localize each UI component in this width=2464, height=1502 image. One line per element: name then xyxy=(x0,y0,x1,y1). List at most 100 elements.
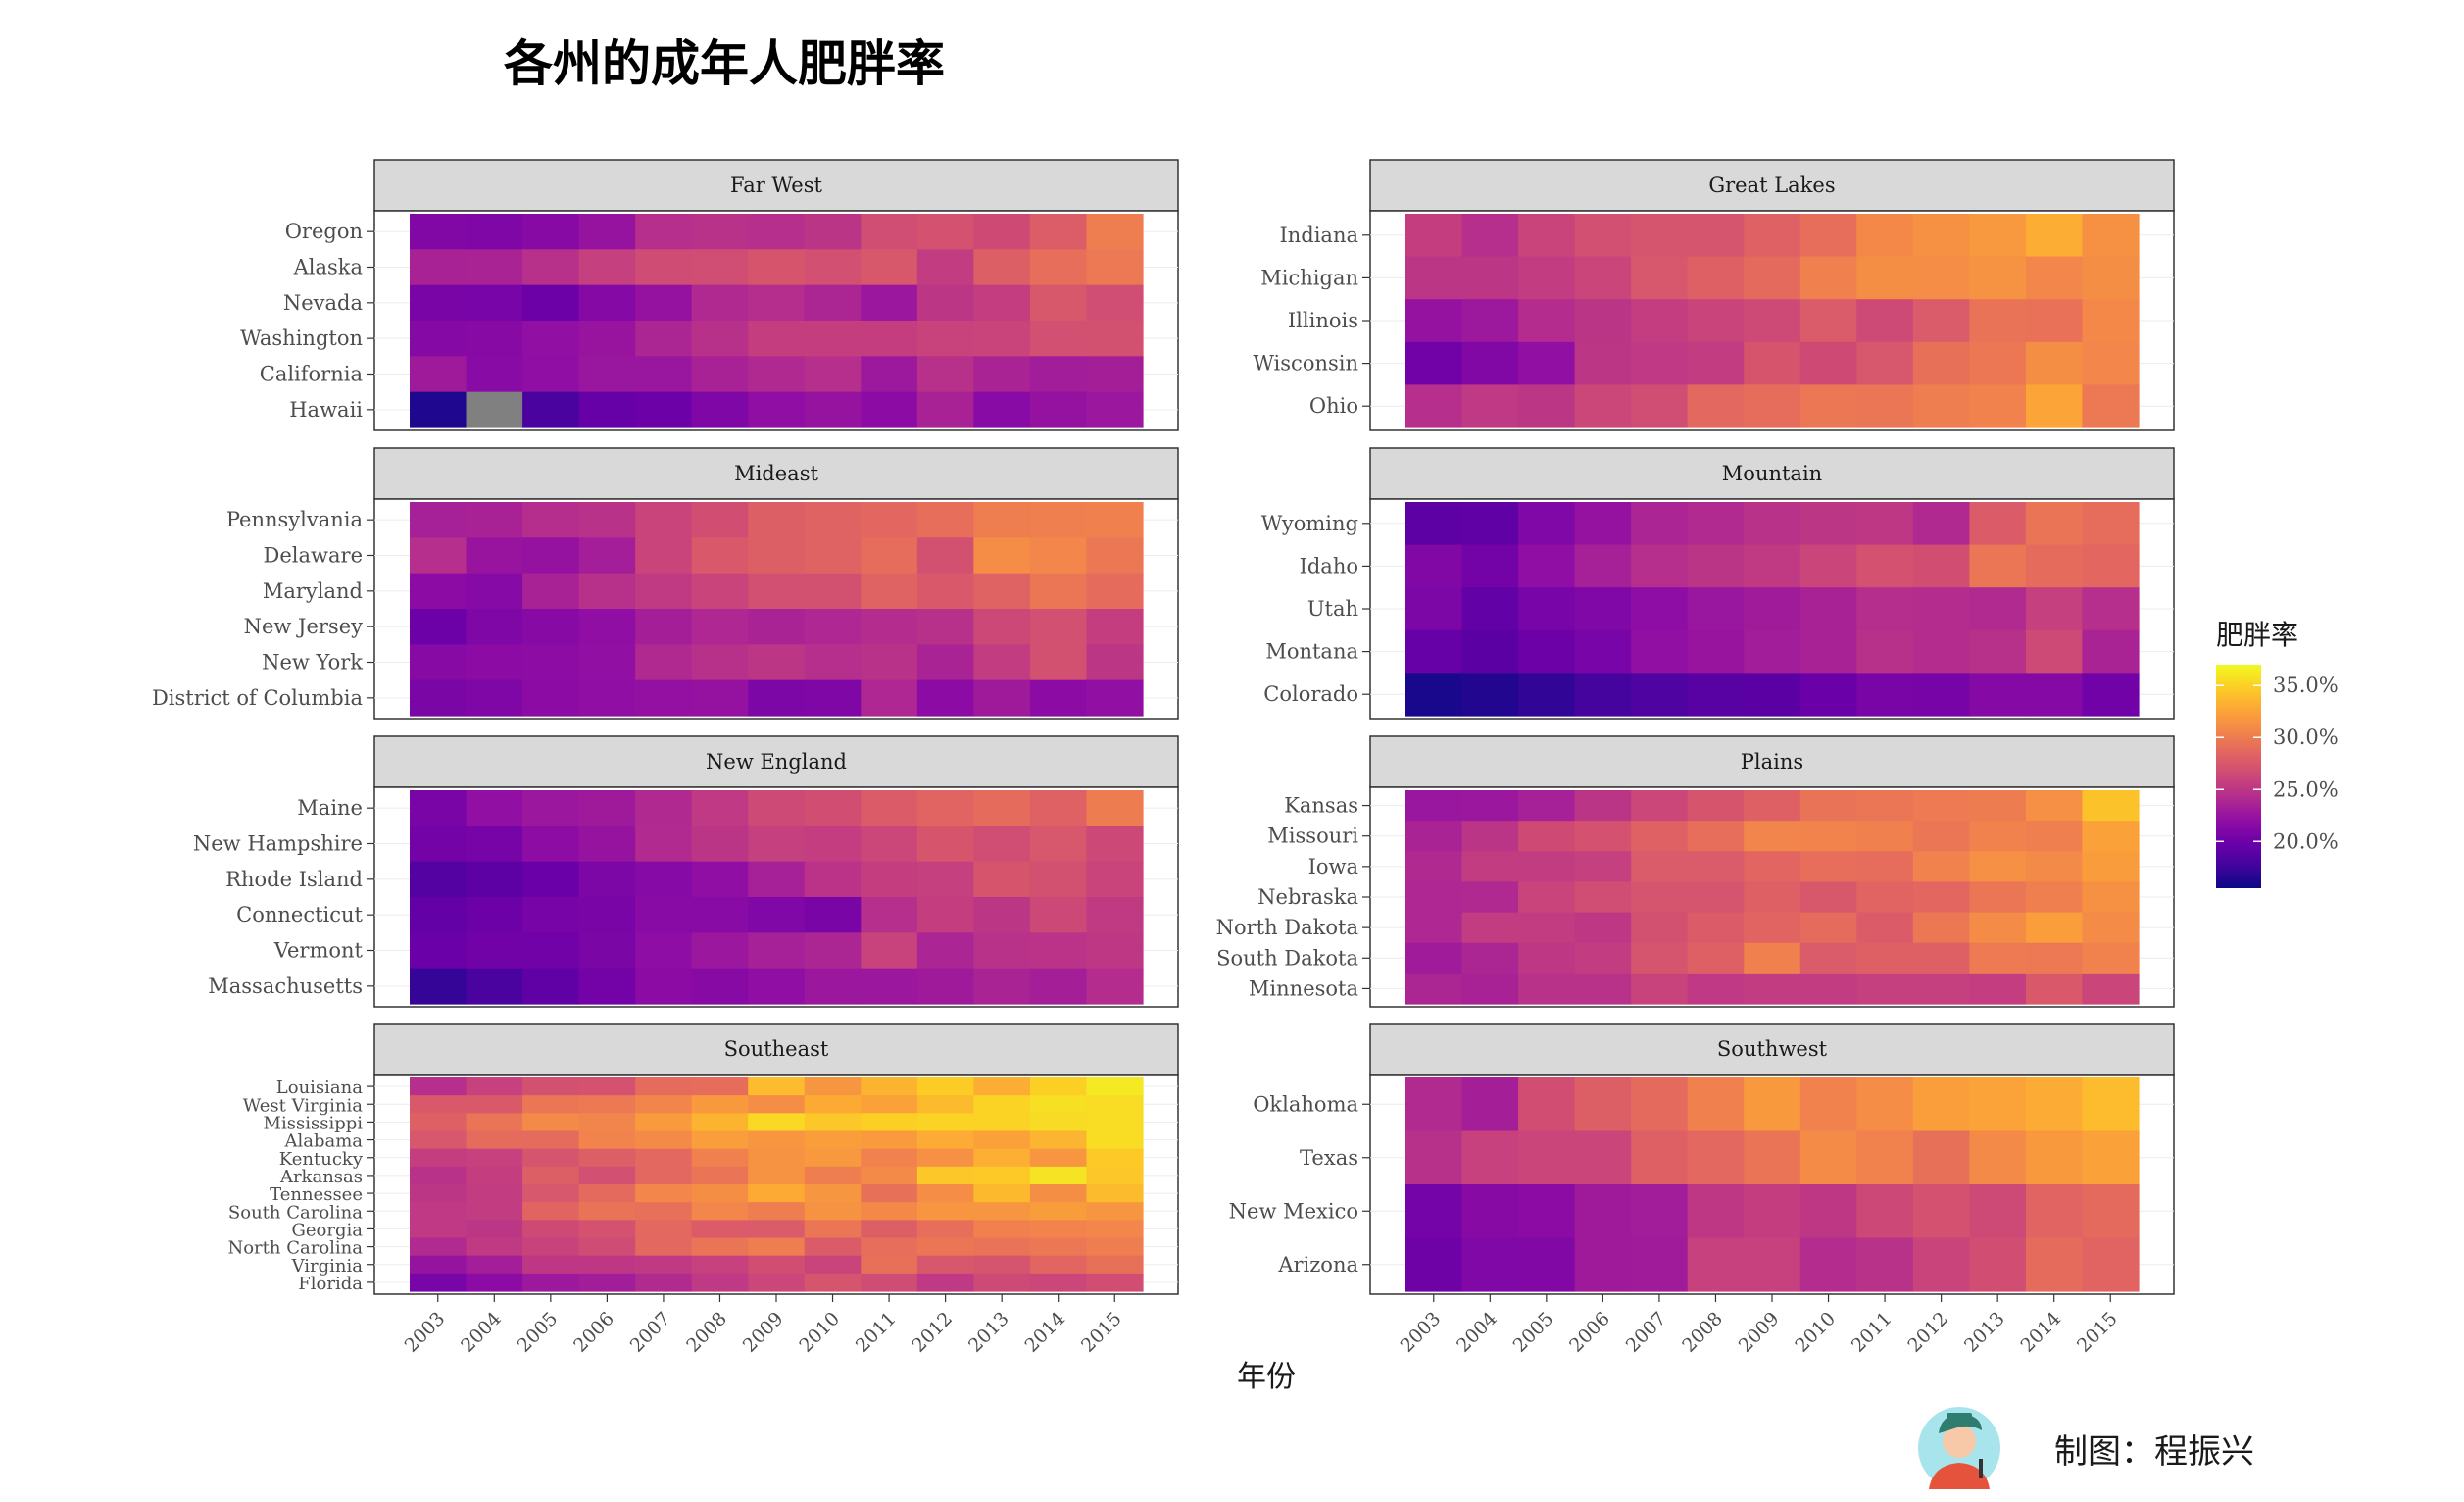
heatmap-cell xyxy=(1574,673,1632,717)
heatmap-cell xyxy=(578,573,636,610)
heatmap-cell xyxy=(973,356,1031,393)
heatmap-cell xyxy=(1799,587,1857,631)
heatmap-cell xyxy=(1856,790,1914,822)
heatmap-cell xyxy=(804,609,862,645)
heatmap-cell xyxy=(466,644,523,681)
heatmap-cell xyxy=(861,1273,918,1292)
heatmap-cell xyxy=(916,790,974,826)
heatmap-cell xyxy=(748,1130,806,1150)
heatmap-cell xyxy=(1518,942,1576,975)
heatmap-cell xyxy=(916,214,974,250)
heatmap-cell xyxy=(748,284,806,322)
heatmap-cell xyxy=(1799,821,1857,852)
heatmap-cell xyxy=(1405,1130,1463,1185)
state-label: Utah xyxy=(1307,597,1358,621)
heatmap-cell xyxy=(1687,587,1745,631)
heatmap-cell xyxy=(973,897,1031,933)
heatmap-cell xyxy=(2082,587,2140,631)
heatmap-cell xyxy=(1856,973,1914,1005)
heatmap-cell xyxy=(578,826,636,863)
heatmap-cell xyxy=(691,391,749,428)
heatmap-cell xyxy=(578,1095,636,1114)
heatmap-cell xyxy=(691,321,749,357)
heatmap-cell xyxy=(410,644,468,681)
heatmap-cell xyxy=(748,609,806,645)
heatmap-cell xyxy=(2025,821,2084,852)
heatmap-cell xyxy=(1574,587,1632,631)
heatmap-cell xyxy=(1086,932,1144,970)
heatmap-cell xyxy=(1856,851,1914,883)
heatmap-cell xyxy=(1799,544,1857,588)
heatmap-cell xyxy=(804,1077,862,1096)
heatmap-cell xyxy=(691,1202,749,1221)
heatmap-cell xyxy=(973,790,1031,826)
heatmap-cell xyxy=(861,1202,918,1221)
heatmap-cell xyxy=(522,644,580,681)
heatmap-cell xyxy=(635,826,693,863)
heatmap-cell xyxy=(522,356,580,393)
heatmap-cell xyxy=(1029,790,1088,826)
heatmap-cell xyxy=(1086,1113,1144,1132)
heatmap-cell xyxy=(2025,1184,2084,1239)
heatmap-cell xyxy=(1405,942,1463,975)
heatmap-cell xyxy=(691,537,749,575)
heatmap-cell xyxy=(804,1202,862,1221)
heatmap-cell xyxy=(578,1237,636,1257)
heatmap-cell xyxy=(1687,790,1745,822)
heatmap-cell xyxy=(522,1202,580,1221)
heatmap-cell xyxy=(1029,321,1088,357)
heatmap-cell xyxy=(861,1220,918,1239)
heatmap-cell xyxy=(1574,1077,1632,1132)
heatmap-cell xyxy=(2025,790,2084,822)
heatmap-cell xyxy=(804,502,862,538)
year-label: 2008 xyxy=(682,1308,731,1357)
heatmap-cell xyxy=(1912,544,1970,588)
state-label: Wisconsin xyxy=(1253,352,1358,376)
heatmap-cell xyxy=(1744,821,1801,852)
heatmap-cell xyxy=(2025,1130,2084,1185)
heatmap-cell xyxy=(635,502,693,538)
heatmap-cell xyxy=(1912,673,1970,717)
heatmap-cell xyxy=(973,932,1031,970)
heatmap-cell xyxy=(804,537,862,575)
heatmap-cell xyxy=(578,356,636,393)
heatmap-cell xyxy=(1086,214,1144,250)
heatmap-cell xyxy=(1086,1220,1144,1239)
heatmap-cell xyxy=(1744,384,1801,428)
heatmap-cell xyxy=(578,1113,636,1132)
heatmap-cell xyxy=(1799,1077,1857,1132)
heatmap-cell xyxy=(522,609,580,645)
heatmap-cell xyxy=(635,214,693,250)
heatmap-cell xyxy=(522,1077,580,1096)
heatmap-cell xyxy=(2025,256,2084,300)
heatmap-cell xyxy=(1086,391,1144,428)
heatmap-cell xyxy=(1912,1184,1970,1239)
heatmap-cell xyxy=(1799,1184,1857,1239)
heatmap-cell xyxy=(635,1166,693,1185)
heatmap-cell xyxy=(1086,1095,1144,1114)
heatmap-cell xyxy=(522,932,580,970)
heatmap-cell xyxy=(1029,284,1088,322)
heatmap-cell xyxy=(1518,1184,1576,1239)
heatmap-cell xyxy=(2082,502,2140,546)
heatmap-cell xyxy=(522,826,580,863)
heatmap-cell xyxy=(916,932,974,970)
heatmap-cell xyxy=(748,1077,806,1096)
heatmap-cell xyxy=(522,1237,580,1257)
heatmap-cell xyxy=(578,502,636,538)
heatmap-cell xyxy=(748,502,806,538)
state-label: Michigan xyxy=(1260,266,1358,289)
heatmap-cell xyxy=(578,284,636,322)
year-label: 2004 xyxy=(1453,1308,1502,1357)
heatmap-cell xyxy=(410,968,468,1005)
heatmap-cell xyxy=(748,537,806,575)
heatmap-cell xyxy=(916,249,974,286)
heatmap-cell xyxy=(804,1184,862,1203)
heatmap-cell xyxy=(635,609,693,645)
heatmap-cell xyxy=(1969,544,2027,588)
heatmap-cell xyxy=(973,1130,1031,1150)
heatmap-cell xyxy=(748,968,806,1005)
heatmap-cell xyxy=(466,1237,523,1257)
heatmap-cell xyxy=(861,679,918,717)
state-label: Georgia xyxy=(292,1220,364,1240)
